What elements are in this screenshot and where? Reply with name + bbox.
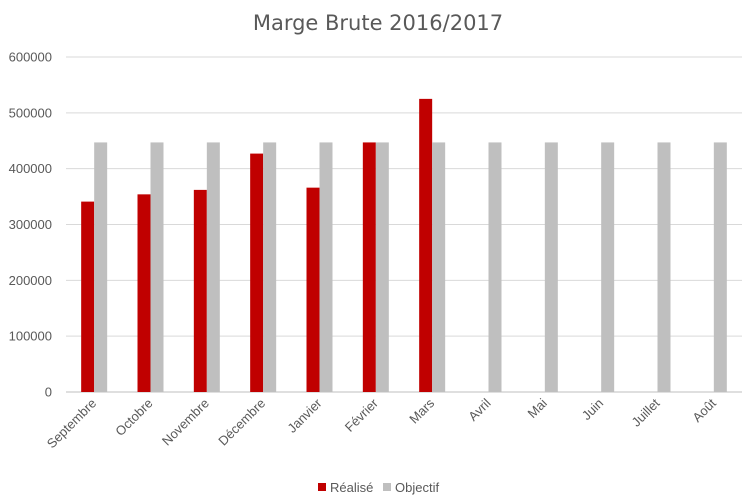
bars bbox=[81, 98, 727, 392]
x-tick-label: Avril bbox=[465, 395, 493, 423]
bar-realise bbox=[81, 201, 95, 392]
bar-realise bbox=[362, 142, 376, 392]
x-tick-label: Novembre bbox=[159, 396, 212, 449]
bar-realise bbox=[137, 194, 151, 392]
bar-realise bbox=[306, 187, 320, 392]
gridlines bbox=[66, 56, 742, 393]
bar-objectif bbox=[150, 142, 164, 392]
y-tick-label: 300000 bbox=[9, 217, 52, 232]
bar-objectif bbox=[206, 142, 220, 392]
x-tick-label: Janvier bbox=[284, 395, 325, 436]
bar-realise bbox=[250, 153, 264, 392]
bar-realise bbox=[419, 98, 433, 392]
y-axis: 0 100000 200000 300000 400000 500000 600000 bbox=[9, 50, 52, 400]
x-tick-label: Décembre bbox=[215, 396, 268, 449]
x-tick-label: Septembre bbox=[44, 396, 100, 452]
y-tick-label: 600000 bbox=[9, 50, 52, 65]
legend-swatch bbox=[318, 483, 326, 491]
legend-label: Objectif bbox=[395, 480, 439, 495]
bar-objectif bbox=[263, 142, 277, 392]
x-tick-label: Octobre bbox=[112, 396, 155, 439]
y-tick-label: 100000 bbox=[9, 329, 52, 344]
bar-objectif bbox=[488, 142, 502, 392]
bar-objectif bbox=[319, 142, 333, 392]
bar-objectif bbox=[601, 142, 615, 392]
x-tick-label: Février bbox=[342, 395, 382, 435]
bar-objectif bbox=[657, 142, 671, 392]
bar-objectif bbox=[713, 142, 727, 392]
y-tick-label: 200000 bbox=[9, 273, 52, 288]
bar-objectif bbox=[544, 142, 558, 392]
bar-realise bbox=[193, 189, 207, 392]
bar-objectif bbox=[432, 142, 446, 392]
bar-objectif bbox=[94, 142, 108, 392]
x-tick-label: Mai bbox=[525, 395, 550, 420]
x-tick-label: Août bbox=[689, 395, 719, 425]
y-tick-label: 500000 bbox=[9, 105, 52, 120]
x-axis: Septembre Octobre Novembre Décembre Janvier F… bbox=[44, 395, 720, 451]
legend-label: Réalisé bbox=[330, 480, 373, 495]
x-tick-label: Juillet bbox=[629, 395, 663, 429]
chart-title: Marge Brute 2016/2017 bbox=[253, 11, 503, 35]
x-tick-label: Juin bbox=[579, 396, 606, 423]
y-tick-label: 400000 bbox=[9, 161, 52, 176]
y-tick-label: 0 bbox=[45, 385, 52, 400]
x-tick-label: Mars bbox=[406, 395, 437, 426]
legend: Réalisé Objectif bbox=[318, 480, 439, 495]
legend-swatch bbox=[383, 483, 391, 491]
bar-objectif bbox=[375, 142, 389, 392]
